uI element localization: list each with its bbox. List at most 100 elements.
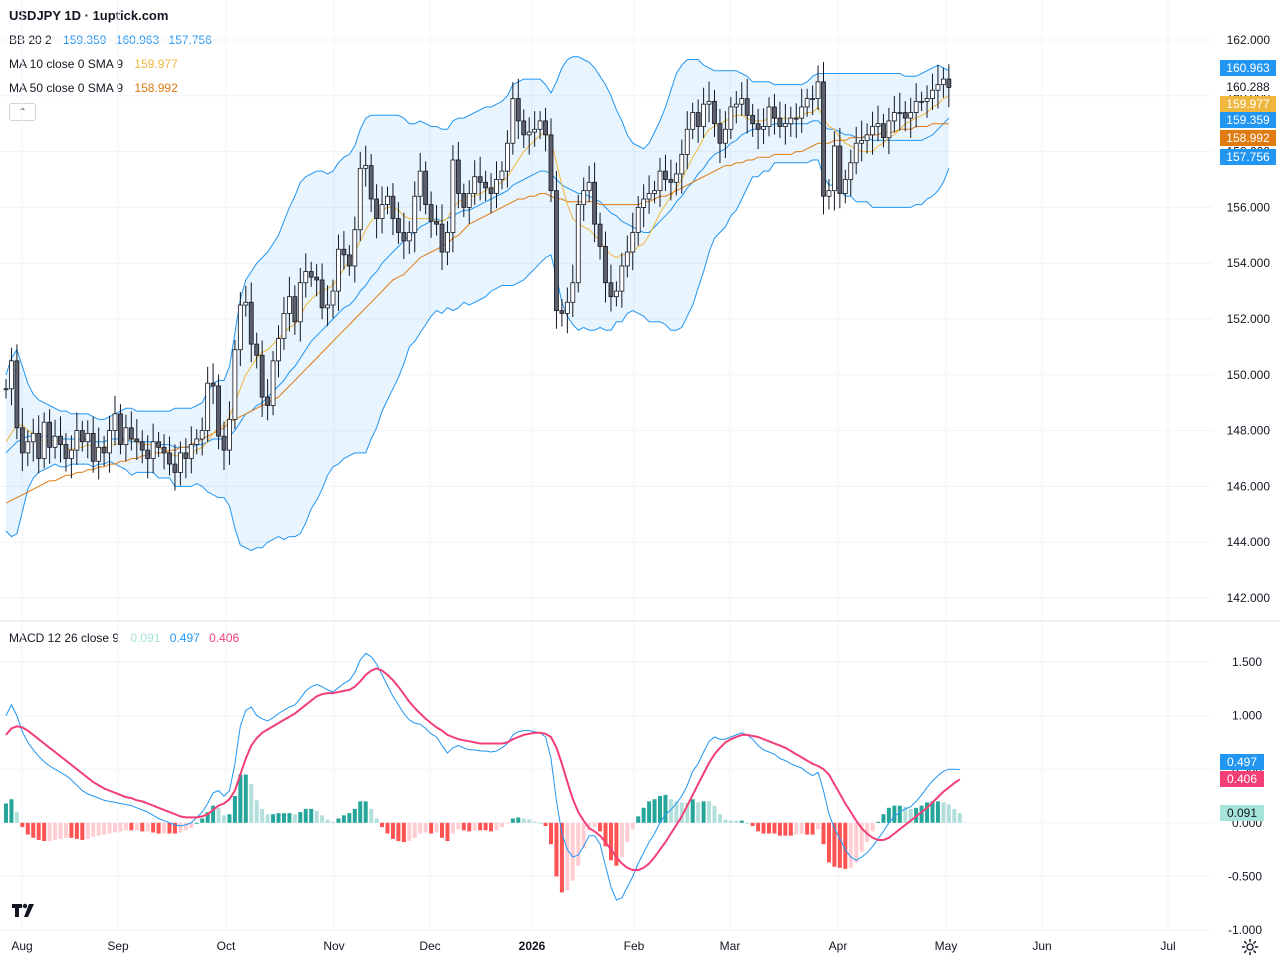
candle xyxy=(614,281,619,307)
legend-ma10-label: MA 10 close 0 SMA 9 xyxy=(9,57,124,71)
price-tick-label: 150.000 xyxy=(1227,368,1271,382)
candle xyxy=(341,231,347,270)
macd-histogram-bar xyxy=(20,822,25,828)
candle-body xyxy=(286,296,292,314)
candle xyxy=(881,113,886,148)
macd-histogram-bar xyxy=(598,822,603,832)
candle-body xyxy=(701,103,706,127)
candle xyxy=(47,409,52,464)
bb-lower-line xyxy=(5,159,950,552)
candle xyxy=(3,378,9,399)
candle-body xyxy=(646,193,652,200)
macd-histogram-bar xyxy=(434,822,439,833)
candle xyxy=(243,285,249,317)
candle-body xyxy=(804,98,810,108)
macd-histogram-bar xyxy=(783,822,788,836)
candle xyxy=(913,83,919,128)
candle xyxy=(744,78,750,134)
macd-histogram-bar xyxy=(467,822,472,832)
candle xyxy=(832,131,837,211)
candle xyxy=(455,141,461,209)
tradingview-logo-icon xyxy=(12,903,34,917)
candle-body xyxy=(128,427,134,440)
price-badge-bg xyxy=(1220,149,1276,165)
macd-histogram-bar xyxy=(14,812,19,823)
candle xyxy=(597,212,603,260)
macd-histogram-bar xyxy=(129,822,134,831)
macd-histogram-bar xyxy=(772,822,777,834)
candle xyxy=(701,87,706,138)
macd-histogram-bar xyxy=(134,822,139,831)
candle xyxy=(128,411,134,451)
candle xyxy=(897,92,903,131)
candle-body xyxy=(897,112,903,114)
macd-histogram-bar xyxy=(816,822,821,830)
candle xyxy=(363,145,369,187)
candle xyxy=(750,103,756,137)
legend-ma50[interactable]: MA 50 close 0 SMA 9 158.992 xyxy=(9,80,184,96)
candle-body xyxy=(325,304,330,309)
candle xyxy=(515,78,521,140)
macd-histogram-bar xyxy=(941,802,946,823)
candle xyxy=(788,106,794,137)
macd-histogram-bar xyxy=(521,818,526,823)
candle xyxy=(777,101,783,138)
candle xyxy=(477,156,483,201)
candle-body xyxy=(499,170,505,180)
candle-body xyxy=(303,271,309,284)
candle xyxy=(782,103,788,145)
legend-macd[interactable]: MACD 12 26 close 9 0.091 0.497 0.406 xyxy=(9,630,245,646)
candle-body xyxy=(276,338,281,362)
candle-body xyxy=(216,385,221,437)
candle xyxy=(554,170,559,329)
macd-histogram-bar xyxy=(336,818,341,823)
macd-tick-label: 1.500 xyxy=(1232,655,1262,669)
candle-body xyxy=(488,187,494,194)
candle xyxy=(96,427,102,480)
macd-histogram-bar xyxy=(538,822,543,824)
candle-body xyxy=(406,232,412,242)
macd-badge-bg xyxy=(1220,771,1264,787)
macd-histogram-bar xyxy=(886,807,891,823)
macd-histogram-bar xyxy=(679,802,684,823)
macd-histogram-bar xyxy=(870,822,875,832)
candle-body xyxy=(679,153,685,175)
candle xyxy=(581,177,587,222)
macd-histogram-bar xyxy=(685,802,690,823)
macd-histogram-bar xyxy=(876,821,880,823)
candle xyxy=(423,161,429,215)
macd-histogram-bar xyxy=(232,796,237,823)
candle-body xyxy=(788,117,794,125)
candle xyxy=(570,264,576,318)
macd-tick-label: -1.000 xyxy=(1228,923,1262,937)
price-tick-label: 162.000 xyxy=(1227,33,1271,47)
candle xyxy=(559,299,565,327)
candle-body xyxy=(608,282,614,298)
price-badge-text: 159.977 xyxy=(1226,97,1270,111)
candle-body xyxy=(652,190,657,194)
price-badge: 159.977 xyxy=(1220,96,1276,112)
candle-body xyxy=(374,198,380,219)
candle xyxy=(118,404,123,455)
candle-body xyxy=(723,128,728,144)
candle-body xyxy=(663,170,668,180)
candle-body xyxy=(232,349,238,420)
candle xyxy=(276,325,281,378)
candle-body xyxy=(101,446,107,454)
candle xyxy=(755,108,761,150)
macd-histogram-bar xyxy=(440,822,444,838)
candle-body xyxy=(477,176,483,183)
macd-histogram-bar xyxy=(543,822,548,827)
macd-histogram-bar xyxy=(123,822,128,831)
macd-histogram-bar xyxy=(690,799,695,823)
legend-ma10[interactable]: MA 10 close 0 SMA 9 159.977 xyxy=(9,56,184,72)
candle xyxy=(624,235,630,278)
gear-icon[interactable] xyxy=(1241,938,1259,956)
macd-histogram-bar xyxy=(205,812,210,823)
candle-body xyxy=(793,117,799,120)
candle xyxy=(543,107,548,152)
candle-body xyxy=(635,206,641,233)
candle xyxy=(270,351,276,416)
candle-body xyxy=(848,162,854,180)
